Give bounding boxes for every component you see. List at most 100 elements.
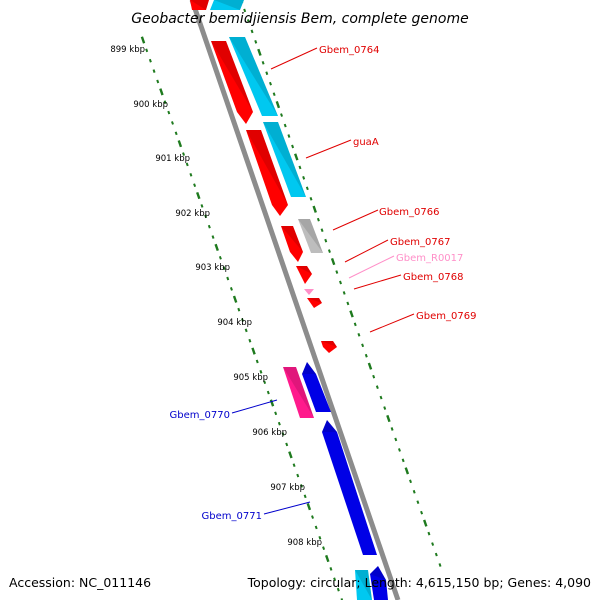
gene-arrow-bottom-a: [355, 570, 372, 600]
outer-tick-track: [239, 0, 442, 567]
outer-tick: [316, 217, 320, 222]
gene-arrow-gbem-0770-shade: [283, 367, 314, 418]
inner-tick: [174, 131, 178, 136]
outer-tick: [431, 542, 435, 546]
inner-tick: [214, 243, 219, 252]
gene-arrow-guaa-shade: [246, 130, 288, 205]
inner-tick: [288, 451, 293, 459]
inner-tick: [299, 484, 303, 488]
outer-tick: [434, 552, 438, 557]
outer-tick: [375, 385, 379, 389]
leader-line-gbem-0771: [263, 501, 311, 515]
inner-tick: [340, 598, 344, 600]
outer-tick: [298, 165, 302, 170]
leader-line-gbem-0770: [231, 399, 278, 414]
gene-arrow-guaa-b-shade: [263, 122, 306, 197]
genome-backbone: [189, 0, 401, 600]
inner-tick: [171, 121, 174, 125]
inner-tick: [152, 69, 156, 73]
inner-tick: [336, 587, 340, 592]
gene-arrow-gbem-0769a-shade: [307, 298, 322, 303]
inner-tick: [306, 503, 312, 511]
leader-line-guaa: [305, 139, 352, 159]
kbp-label: 908 kbp: [287, 538, 322, 548]
kbp-label: 901 kbp: [155, 154, 190, 164]
gene-label-gbem-0770: Gbem_0770: [170, 410, 230, 421]
gene-arrow-gbem-0767-shade: [281, 226, 303, 252]
gene-arrow-gbem-0764b-shade: [229, 37, 278, 116]
gene-label-guaa: guaA: [353, 137, 379, 148]
outer-tick: [320, 228, 324, 233]
outer-tick: [275, 101, 281, 109]
outer-tick: [312, 205, 317, 213]
gene-arrow-gbem-0768-shade: [296, 266, 312, 274]
kbp-label: 905 kbp: [233, 373, 268, 383]
outer-tick: [250, 29, 254, 34]
gene-arrow-gbem-0771: [322, 420, 377, 555]
gene-arrow-top-red: [190, 0, 209, 10]
gene-arrow-gbem-0768: [296, 266, 312, 284]
outer-tick: [283, 123, 287, 128]
gene-arrow-gbem-r0017: [304, 289, 314, 295]
inner-tick: [145, 48, 149, 53]
outer-tick: [287, 134, 291, 138]
outer-tick: [420, 510, 424, 515]
map-title: Geobacter bemidjiensis Bem, complete gen…: [131, 11, 468, 27]
gene-label-gbem-0768: Gbem_0768: [403, 272, 463, 283]
inner-tick: [251, 347, 256, 355]
inner-tick: [322, 546, 326, 550]
inner-tick: [222, 266, 226, 270]
inner-tick: [229, 287, 233, 291]
inner-tick: [292, 463, 296, 468]
gene-labels: Gbem_0764 guaA Gbem_0766 Gbem_0767 Gbem_R001…: [170, 45, 477, 522]
inner-tick: [207, 224, 211, 229]
genome-summary-text: Topology: circular; Length: 4,615,150 bp…: [247, 575, 591, 590]
outer-tick: [364, 353, 368, 358]
gene-arrow-gbem-0764b: [229, 37, 278, 116]
leader-line-gbem-0768: [353, 274, 402, 290]
inner-tick: [248, 338, 252, 343]
inner-tick: [333, 577, 337, 582]
gene-arrow-top-cyan: [210, 0, 244, 10]
inner-tick: [211, 235, 215, 239]
inner-tick: [177, 140, 183, 148]
inner-tick: [241, 318, 244, 322]
inner-tick: [182, 152, 186, 156]
inner-tick: [185, 162, 189, 167]
outer-tick: [357, 332, 361, 337]
inner-tick: [318, 535, 322, 540]
inner-tick: [269, 399, 275, 407]
kbp-label: 903 kbp: [195, 263, 230, 273]
inner-tick: [303, 494, 307, 499]
outer-tick: [367, 362, 373, 370]
gene-label-gbem-0771: Gbem_0771: [202, 511, 262, 522]
gene-arrow-gbem-0767: [281, 226, 303, 262]
outer-tick: [353, 322, 357, 327]
outer-tick: [327, 249, 331, 253]
gene-arrow-bottom-b: [370, 566, 388, 600]
outer-tick: [409, 479, 412, 484]
gene-label-gbem-0764: Gbem_0764: [319, 45, 379, 56]
gene-label-gbem-r0017: Gbem_R0017: [396, 253, 463, 264]
leader-line-gbem-r0017: [348, 255, 395, 279]
outer-tick: [330, 257, 336, 266]
inner-tick: [232, 295, 238, 303]
outer-tick: [342, 291, 346, 295]
outer-tick: [427, 531, 431, 536]
kbp-label: 902 kbp: [175, 209, 210, 219]
leader-line-gbem-0766: [332, 209, 379, 231]
inner-tick: [274, 411, 278, 416]
inner-tick: [296, 473, 300, 478]
outer-tick: [394, 437, 398, 442]
inner-tick: [189, 172, 193, 177]
outer-tick: [309, 196, 313, 201]
outer-tick: [339, 280, 342, 285]
outer-tick: [324, 238, 328, 243]
gene-arrow-top-cyan-shade: [214, 0, 244, 10]
inner-tick: [285, 442, 289, 447]
outer-tick: [335, 270, 339, 274]
outer-tick: [272, 92, 276, 97]
kbp-label: 904 kbp: [217, 318, 252, 328]
